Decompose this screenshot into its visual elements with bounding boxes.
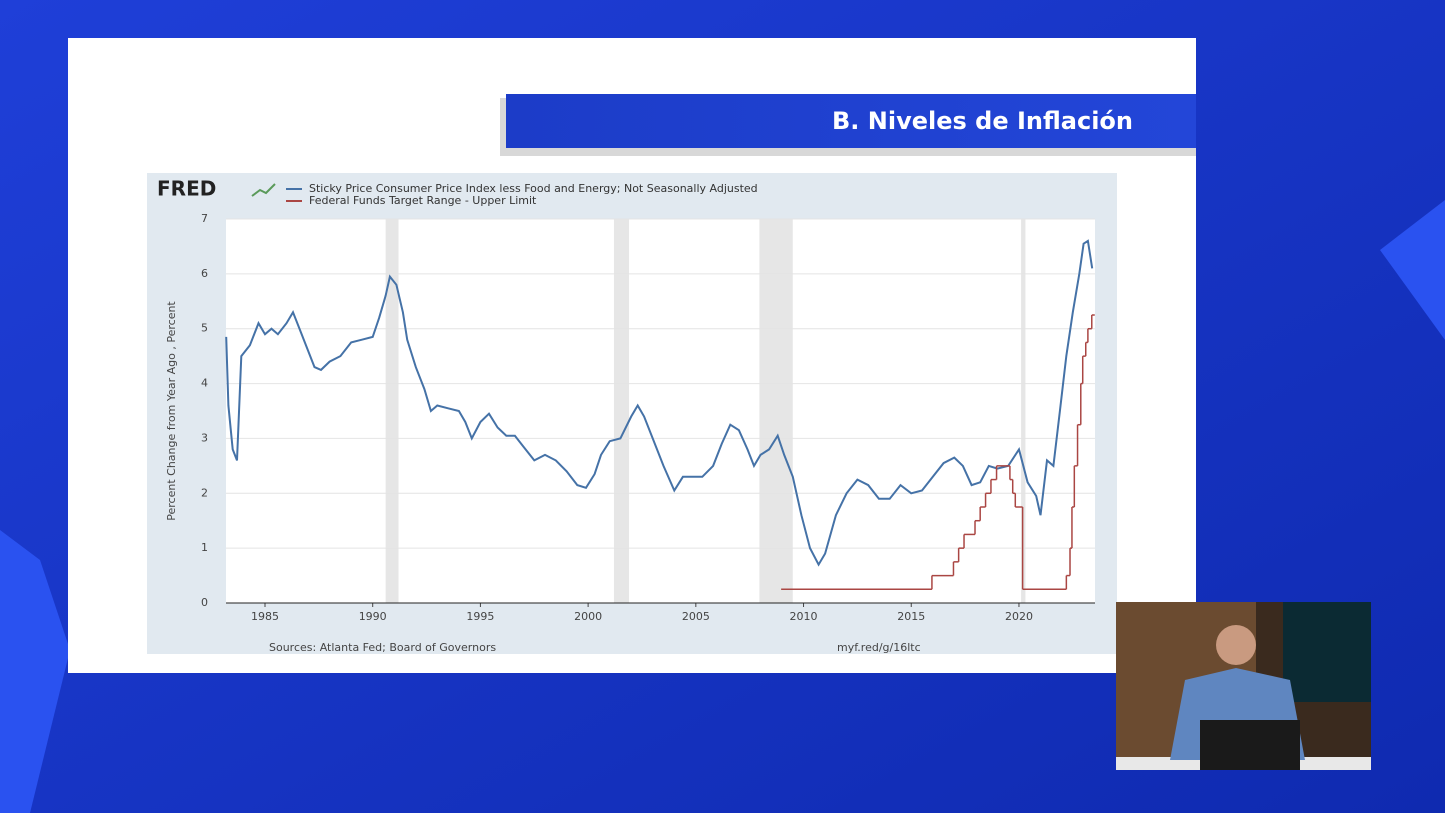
logo: FRED xyxy=(157,177,216,201)
legend-label: Federal Funds Target Range - Upper Limit xyxy=(309,194,537,207)
decor-shape xyxy=(1380,200,1445,340)
legend-label: Sticky Price Consumer Price Index less F… xyxy=(309,182,758,195)
y-tick-label: 2 xyxy=(201,486,208,499)
laptop xyxy=(1200,720,1300,770)
title-banner xyxy=(506,94,1196,148)
recession-band xyxy=(613,219,630,603)
y-tick-label: 0 xyxy=(201,596,208,609)
x-tick-label: 2020 xyxy=(1005,610,1033,623)
x-tick-label: 1990 xyxy=(359,610,387,623)
video-screen xyxy=(1283,602,1371,702)
recession-band xyxy=(1021,219,1026,603)
x-tick-label: 1995 xyxy=(466,610,494,623)
y-tick-label: 1 xyxy=(201,541,208,554)
presenter-head xyxy=(1216,625,1256,665)
plot-area xyxy=(226,219,1095,603)
y-tick-label: 3 xyxy=(201,431,208,444)
x-tick-label: 1985 xyxy=(251,610,279,623)
recession-band xyxy=(759,219,793,603)
logo-icon xyxy=(251,183,276,197)
y-tick-label: 5 xyxy=(201,322,208,335)
x-tick-label: 2015 xyxy=(897,610,925,623)
y-tick-label: 6 xyxy=(201,267,208,280)
x-tick-label: 2010 xyxy=(790,610,818,623)
source: Sources: Atlanta Fed; Board of Governors xyxy=(269,641,496,654)
series-line xyxy=(225,239,1094,567)
x-tick-label: 2005 xyxy=(682,610,710,623)
x-tick-label: 2000 xyxy=(574,610,602,623)
presenter-video xyxy=(1116,602,1371,770)
decor-shape xyxy=(0,530,70,813)
y-tick-label: 7 xyxy=(201,212,208,225)
y-axis-label: Percent Change from Year Ago , Percent xyxy=(165,301,178,521)
y-tick-label: 4 xyxy=(201,377,208,390)
recession-band xyxy=(385,219,399,603)
link: myf.red/g/16ltc xyxy=(837,641,921,654)
slide-title: B. Niveles de Inflación xyxy=(832,107,1133,135)
